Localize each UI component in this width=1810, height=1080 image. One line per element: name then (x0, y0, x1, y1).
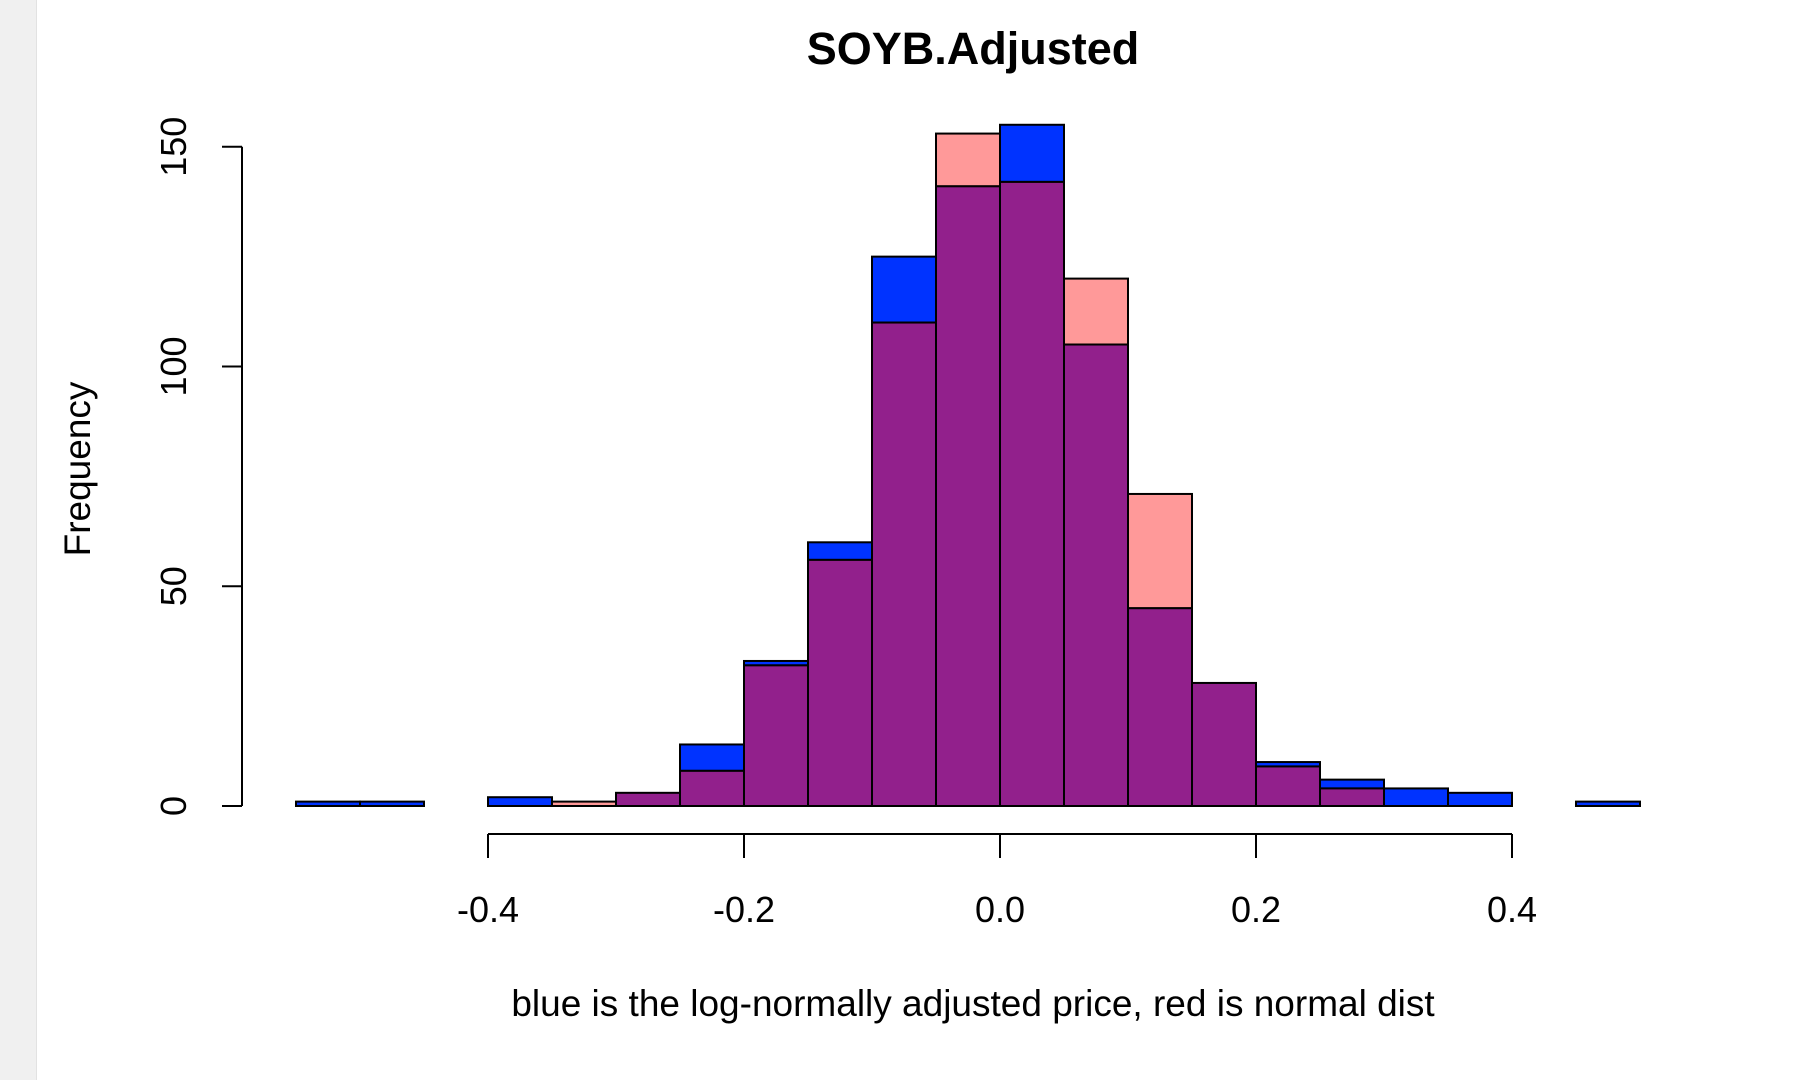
blue-bar-segment (1319, 778, 1385, 790)
overlap-bar-segment (1319, 787, 1385, 807)
blue-bar-segment (359, 800, 425, 807)
overlap-bar-segment (1063, 343, 1129, 807)
y-axis: 0 50 100 150 (153, 117, 243, 816)
overlap-bar-segment (935, 185, 1001, 807)
y-tick-label: 50 (153, 566, 194, 606)
histogram-bin (999, 123, 1065, 808)
x-tick-label: -0.2 (713, 889, 775, 930)
histogram-bin (615, 791, 681, 808)
blue-bar-segment (679, 743, 745, 772)
histogram-bin (1383, 787, 1449, 807)
overlap-bar-segment (615, 791, 681, 808)
overlap-bar-segment (807, 558, 873, 807)
histogram-bin (359, 800, 425, 807)
x-tick-label: 0.4 (1487, 889, 1537, 930)
overlap-bar-segment (743, 664, 809, 807)
overlap-bar-segment (999, 180, 1065, 808)
histogram-bin (487, 796, 553, 808)
histogram-bin (679, 743, 745, 808)
blue-bar-segment (1447, 791, 1513, 808)
y-axis-label: Frequency (57, 381, 98, 556)
histogram-bin (1255, 761, 1321, 808)
histogram-bin (1063, 277, 1129, 807)
blue-bar-segment (871, 255, 937, 324)
red-bar-segment (551, 800, 617, 807)
overlap-bar-segment (679, 769, 745, 808)
overlap-bar-segment (1255, 765, 1321, 808)
histogram-bars (295, 123, 1641, 808)
histogram-bin (1319, 778, 1385, 807)
histogram-bin (1127, 492, 1193, 807)
blue-bar-segment (807, 541, 873, 561)
y-tick-label: 100 (153, 336, 194, 396)
histogram-bin (1447, 791, 1513, 808)
blue-bar-segment (487, 796, 553, 808)
histogram-bin (295, 800, 361, 807)
x-tick-label: 0.2 (1231, 889, 1281, 930)
blue-bar-segment (1383, 787, 1449, 807)
x-tick-label: 0.0 (975, 889, 1025, 930)
red-bar-segment (1127, 492, 1193, 610)
x-axis: -0.4 -0.2 0.0 0.2 0.4 (457, 833, 1537, 930)
histogram-bin (551, 800, 617, 807)
red-bar-segment (935, 132, 1001, 188)
y-tick-label: 0 (153, 796, 194, 816)
blue-bar-segment (999, 123, 1065, 183)
histogram-bin (1191, 681, 1257, 807)
histogram-bin (1575, 800, 1641, 807)
x-tick-label: -0.4 (457, 889, 519, 930)
x-axis-label: blue is the log-normally adjusted price,… (511, 983, 1435, 1024)
overlap-bar-segment (871, 321, 937, 807)
chart-title: SOYB.Adjusted (807, 23, 1140, 74)
blue-bar-segment (1575, 800, 1641, 807)
histogram-bin (935, 132, 1001, 807)
histogram-bin (743, 659, 809, 807)
overlap-bar-segment (1191, 681, 1257, 807)
red-bar-segment (1063, 277, 1129, 346)
side-panel-strip (0, 0, 37, 1080)
histogram-bin (807, 541, 873, 807)
blue-bar-segment (295, 800, 361, 807)
overlap-bar-segment (1127, 607, 1193, 807)
histogram-bin (871, 255, 937, 807)
y-tick-label: 150 (153, 117, 194, 177)
